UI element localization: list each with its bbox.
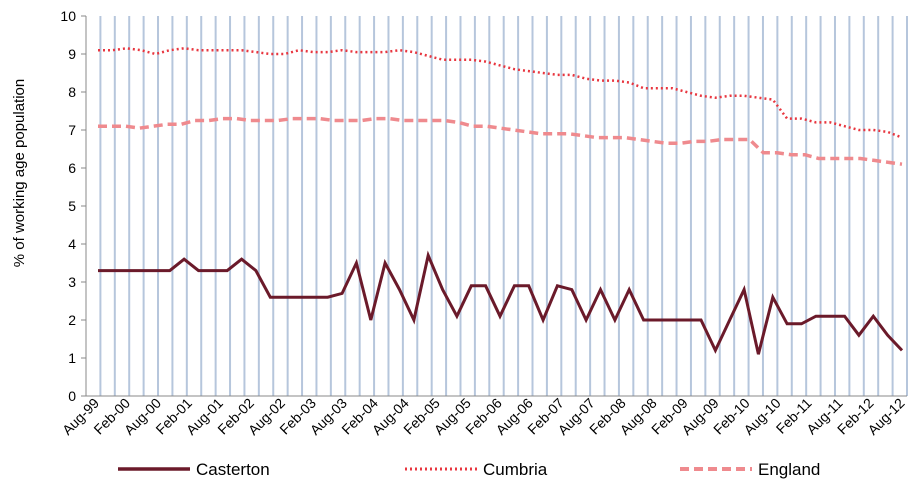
y-tick-label: 1 — [68, 350, 76, 366]
legend-label-cumbria: Cumbria — [483, 460, 548, 479]
y-tick-label: 6 — [68, 160, 76, 176]
y-tick-label: 0 — [68, 388, 76, 404]
y-tick-label: 8 — [68, 84, 76, 100]
y-tick-label: 2 — [68, 312, 76, 328]
series-line-casterton — [98, 250, 904, 355]
vertical-gridlines — [99, 16, 908, 396]
y-tick-label: 4 — [68, 236, 76, 252]
legend-label-england: England — [758, 460, 820, 479]
y-tick-label: 9 — [68, 46, 76, 62]
y-tick-label: 5 — [68, 198, 76, 214]
y-tick-label: 3 — [68, 274, 76, 290]
x-axis-tick-labels: Aug-99Feb-00Aug-00Feb-01Aug-01Feb-02Aug-… — [59, 395, 908, 438]
legend: Casterton Cumbria England — [118, 460, 820, 479]
series-line-england — [98, 116, 903, 166]
y-axis-label: % of working age population — [11, 79, 28, 267]
series-lines — [98, 47, 904, 355]
series-line-cumbria — [98, 47, 903, 139]
y-tick-label: 7 — [68, 122, 76, 138]
y-axis-tick-labels: 0 1 2 3 4 5 6 7 8 9 10 — [60, 8, 86, 404]
legend-label-casterton: Casterton — [196, 460, 270, 479]
y-tick-label: 10 — [60, 8, 76, 24]
